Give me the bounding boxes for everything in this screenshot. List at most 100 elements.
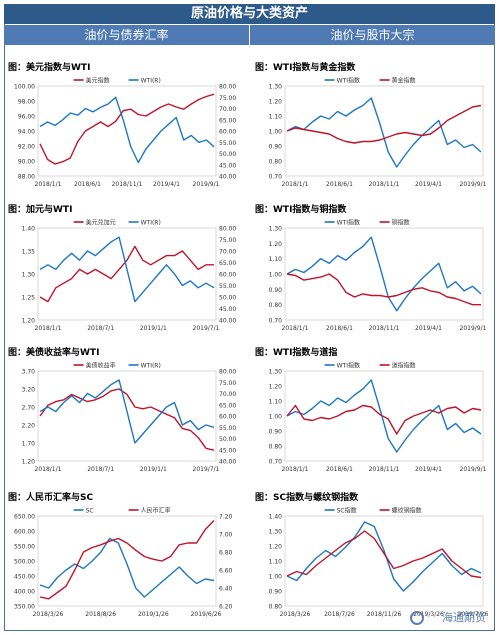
series-line-1 bbox=[286, 104, 482, 144]
y-right-tick-label: 65.00 bbox=[219, 402, 236, 409]
y-left-tick-label: 0.70 bbox=[269, 318, 283, 325]
x-tick-label: 2018/1/1 bbox=[35, 181, 62, 188]
chart-cny-sc: 350.00 400.00 450.00 500.00 550.00 600.00 650.… bbox=[14, 507, 233, 619]
y-left-tick-label: 1.00 bbox=[269, 414, 283, 421]
x-tick-label: 2018/1/1 bbox=[35, 466, 62, 473]
series-line-0 bbox=[39, 245, 214, 303]
y-right-tick-label: 55.00 bbox=[219, 425, 236, 432]
y-left-tick-label: 1.20 bbox=[22, 318, 36, 325]
y-left-tick-label: 1.30 bbox=[269, 529, 283, 536]
y-right-tick-label: 70.00 bbox=[219, 249, 236, 256]
series-line-1 bbox=[39, 520, 215, 600]
y-right-tick-label: 50.00 bbox=[219, 295, 236, 302]
y-right-tick-label: 55.00 bbox=[219, 283, 236, 290]
x-tick-label: 2019/9/1 bbox=[460, 325, 487, 332]
y-left-tick-label: 1.00 bbox=[269, 272, 283, 279]
y-right-tick-label: 60.00 bbox=[219, 272, 236, 279]
x-tick-label: 2019/4/1 bbox=[415, 466, 442, 473]
y-left-tick-label: 450.00 bbox=[14, 574, 35, 581]
x-tick-label: 2019/1/1 bbox=[140, 466, 167, 473]
series-line-0 bbox=[286, 379, 482, 453]
x-tick-label: 2018/11/1 bbox=[369, 325, 400, 332]
y-right-tick-label: 40.00 bbox=[219, 318, 236, 325]
chart-usd-wti: 88.00 90.00 92.00 94.00 96.00 98.00 100.00 40.0… bbox=[14, 77, 236, 189]
x-tick-label: 2018/6/1 bbox=[74, 181, 101, 188]
x-tick-label: 2018/11/1 bbox=[112, 181, 143, 188]
y-right-tick-label: 75.00 bbox=[219, 237, 236, 244]
y-left-tick-label: 550.00 bbox=[14, 544, 35, 551]
x-tick-label: 2018/11/1 bbox=[369, 181, 400, 188]
plot-area bbox=[284, 85, 484, 177]
chart-wti-gold: 0.70 0.80 0.90 1.00 1.10 1.20 1.30 2018/1/1 2018… bbox=[269, 77, 487, 189]
x-tick-label: 2019/9/1 bbox=[460, 466, 487, 473]
x-tick-label: 2018/7/1 bbox=[87, 466, 114, 473]
y-left-tick-label: 400.00 bbox=[14, 589, 35, 596]
y-left-tick-label: 0.90 bbox=[269, 589, 283, 596]
y-left-tick-label: 1.20 bbox=[269, 241, 283, 248]
plot-area bbox=[37, 85, 217, 177]
x-tick-label: 2018/1/1 bbox=[282, 325, 309, 332]
y-left-tick-label: 1.30 bbox=[269, 84, 283, 91]
y-right-tick-label: 60.00 bbox=[219, 414, 236, 421]
y-right-tick-label: 40.00 bbox=[219, 174, 236, 181]
x-tick-label: 2019/4/1 bbox=[153, 181, 180, 188]
y-left-tick-label: 90.00 bbox=[18, 159, 35, 166]
x-tick-label: 2019/9/1 bbox=[193, 181, 220, 188]
x-tick-label: 2018/7/1 bbox=[87, 325, 114, 332]
page-title: 原油价格与大类资产 bbox=[4, 4, 495, 24]
y-left-tick-label: 92.00 bbox=[18, 144, 35, 151]
legend-label: 人民币汇率 bbox=[141, 507, 171, 515]
legend-label: 美元指数 bbox=[86, 77, 110, 85]
y-left-tick-label: 600.00 bbox=[14, 529, 35, 536]
panel-title-wti-gold: 图：WTI指数与黄金指数 bbox=[255, 63, 356, 73]
y-right-tick-label: 60.00 bbox=[219, 129, 236, 136]
y-left-tick-label: 3.20 bbox=[22, 387, 36, 394]
plot-area bbox=[284, 227, 484, 321]
y-right-tick-label: 75.00 bbox=[219, 380, 236, 387]
y-left-tick-label: 1.30 bbox=[269, 369, 283, 376]
y-left-tick-label: 0.70 bbox=[269, 459, 283, 466]
y-left-tick-label: 96.00 bbox=[18, 114, 35, 121]
x-tick-label: 2019/9/1 bbox=[460, 181, 487, 188]
section-header-right: 油价与股市大宗 bbox=[250, 25, 495, 45]
y-left-tick-label: 1.10 bbox=[269, 256, 283, 263]
y-left-tick-label: 1.35 bbox=[22, 249, 36, 256]
x-tick-label: 2018/6/1 bbox=[326, 466, 353, 473]
legend-label: 道指指数 bbox=[392, 362, 416, 370]
y-right-tick-label: 75.00 bbox=[219, 95, 236, 102]
y-left-tick-label: 100.00 bbox=[14, 84, 35, 91]
y-right-tick-label: 7.00 bbox=[219, 532, 233, 539]
y-right-tick-label: 80.00 bbox=[219, 226, 236, 233]
legend-label: 美债收益率 bbox=[86, 362, 116, 370]
y-left-tick-label: 2.20 bbox=[22, 423, 36, 430]
x-tick-label: 2019/3/26 bbox=[413, 611, 444, 618]
series-line-1 bbox=[39, 379, 215, 444]
x-tick-label: 2018/1/1 bbox=[35, 325, 62, 332]
y-right-tick-label: 65.00 bbox=[219, 260, 236, 267]
x-tick-label: 2018/7/26 bbox=[324, 611, 355, 618]
y-left-tick-label: 1.70 bbox=[22, 441, 36, 448]
legend-label: WTI(R) bbox=[141, 220, 161, 227]
plot-area bbox=[37, 227, 217, 321]
y-left-tick-label: 0.70 bbox=[269, 174, 283, 181]
y-right-tick-label: 65.00 bbox=[219, 117, 236, 124]
logo-icon bbox=[410, 611, 424, 625]
y-left-tick-label: 0.90 bbox=[269, 429, 283, 436]
y-right-tick-label: 6.60 bbox=[219, 568, 233, 575]
x-tick-label: 2018/11/1 bbox=[369, 466, 400, 473]
y-left-tick-label: 1.20 bbox=[22, 459, 36, 466]
y-left-tick-label: 1.40 bbox=[22, 226, 36, 233]
x-tick-label: 2019/1/1 bbox=[140, 325, 167, 332]
y-left-tick-label: 1.20 bbox=[269, 99, 283, 106]
legend-label: 黄金指数 bbox=[392, 77, 416, 85]
x-tick-label: 2019/4/1 bbox=[415, 325, 442, 332]
y-right-tick-label: 6.80 bbox=[219, 550, 233, 557]
series-line-0 bbox=[286, 236, 482, 312]
x-tick-label: 2019/6/26 bbox=[191, 611, 222, 618]
y-right-tick-label: 45.00 bbox=[219, 162, 236, 169]
y-left-tick-label: 1.20 bbox=[269, 384, 283, 391]
legend-label: WTI指数 bbox=[337, 77, 360, 85]
chart-wti-copper: 0.70 0.80 0.90 1.00 1.10 1.20 1.30 2018/1/1 2018… bbox=[269, 219, 487, 333]
x-tick-label: 2018/6/1 bbox=[326, 325, 353, 332]
y-left-tick-label: 1.10 bbox=[269, 114, 283, 121]
